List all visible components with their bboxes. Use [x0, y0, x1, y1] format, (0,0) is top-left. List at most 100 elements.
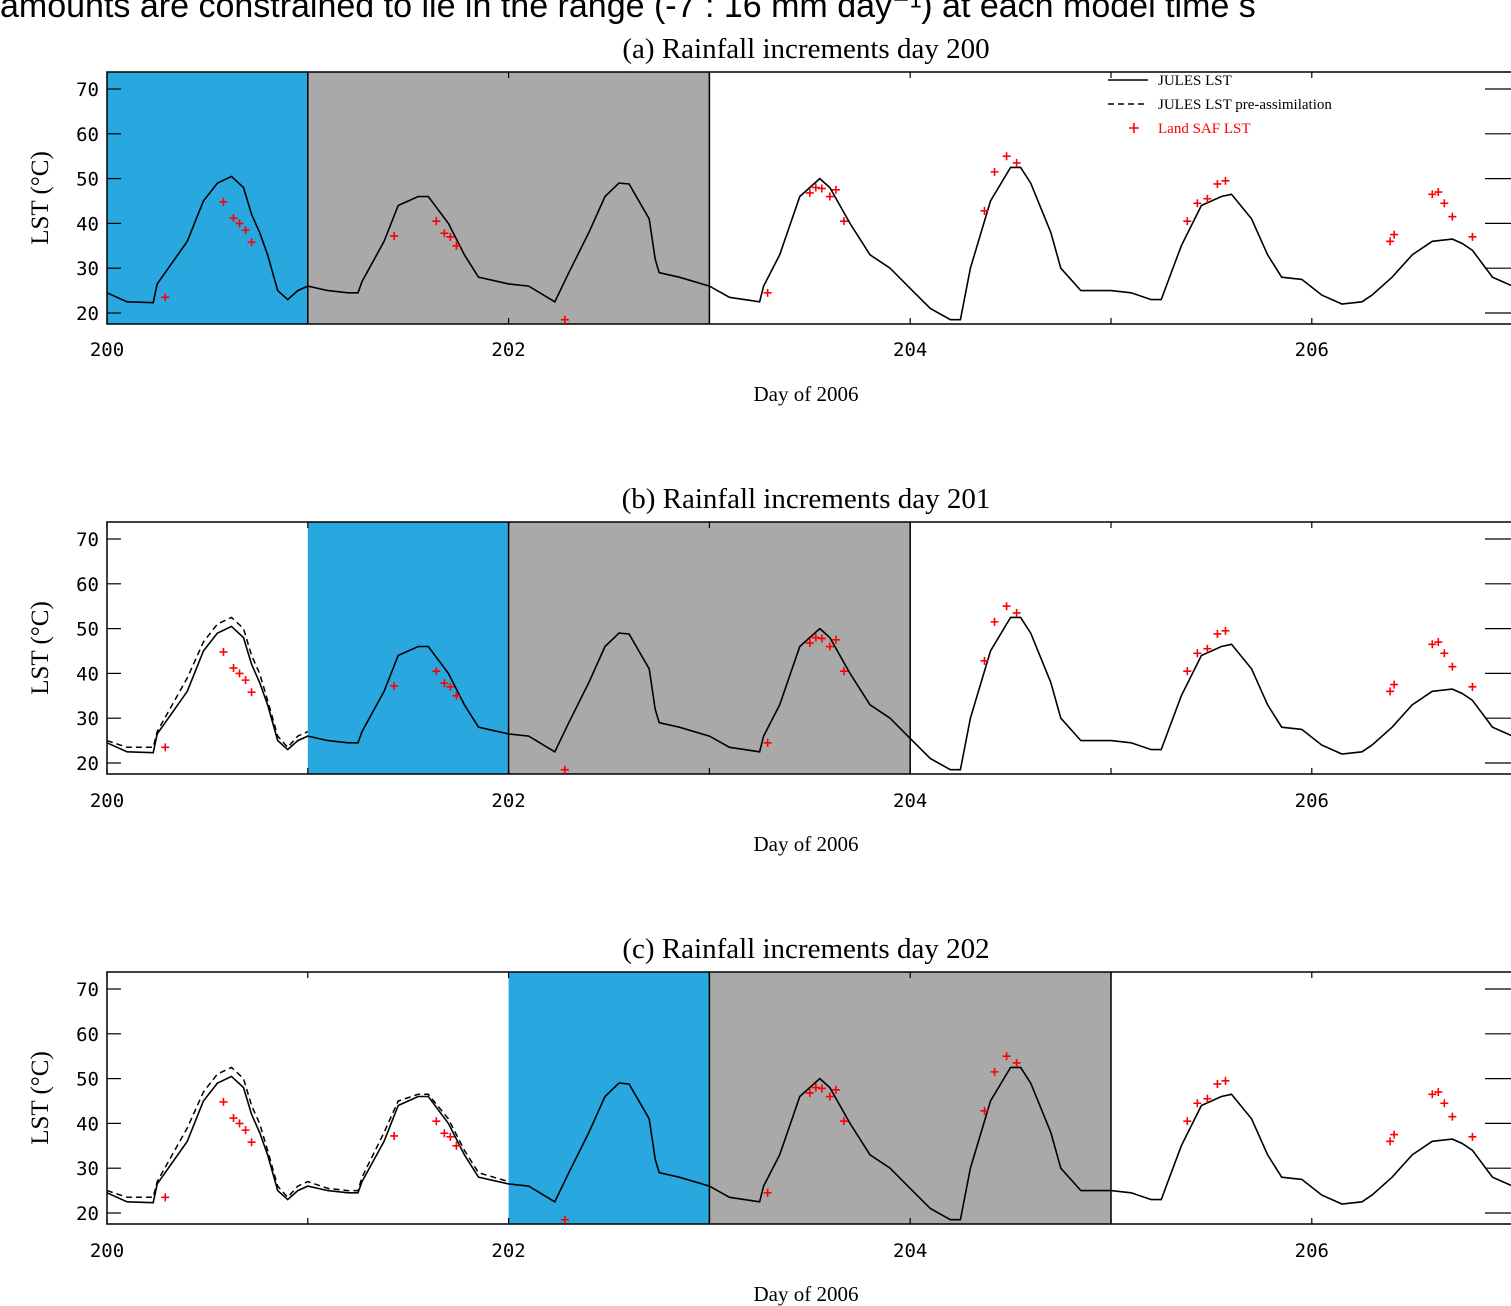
land-saf-point — [1448, 212, 1457, 221]
land-saf-point — [1428, 190, 1437, 199]
y-tick-label: 70 — [76, 79, 99, 101]
land-saf-point — [432, 667, 441, 676]
land-saf-point — [446, 232, 455, 241]
x-tick-label: 202 — [491, 1240, 525, 1262]
series-jules-lst — [107, 166, 1511, 321]
land-saf-point — [452, 691, 461, 700]
land-saf-point — [1448, 662, 1457, 671]
land-saf-point — [1468, 1132, 1477, 1141]
land-saf-point — [1440, 649, 1449, 658]
legend-label: JULES LST pre-assimilation — [1158, 97, 1332, 113]
land-saf-point — [1012, 1058, 1021, 1067]
land-saf-point — [1468, 682, 1477, 691]
increment-window — [107, 72, 308, 324]
series-jules-lst — [107, 616, 1511, 771]
x-tick-label: 206 — [1295, 1240, 1329, 1262]
x-tick-label: 206 — [1295, 790, 1329, 812]
land-saf-point — [229, 1114, 238, 1123]
response-window — [709, 972, 1111, 1224]
y-tick-label: 20 — [76, 753, 99, 775]
y-tick-label: 30 — [76, 708, 99, 730]
land-saf-point — [1390, 680, 1399, 689]
land-saf-point — [1213, 629, 1222, 638]
land-saf-point — [1390, 1130, 1399, 1139]
land-saf-point — [1002, 152, 1011, 161]
land-saf-point — [161, 1193, 170, 1202]
chart-panel-b: 20 30 40 50 60 70 200 202 204 206 (b) Rainfall inc… — [27, 483, 1511, 856]
land-saf-point — [1448, 1112, 1457, 1121]
plot-frame — [106, 521, 1511, 775]
legend: JULES LST JULES LST pre-assimilation Land … — [1108, 73, 1332, 137]
y-tick-label: 60 — [76, 1024, 99, 1046]
land-saf-point — [1193, 1099, 1202, 1108]
series-jules-lst-pre-assimilation — [106, 616, 309, 749]
y-tick-label: 50 — [76, 1069, 99, 1091]
land-saf-point — [1428, 1090, 1437, 1099]
y-tick-label: 30 — [76, 258, 99, 280]
land-saf-point — [825, 642, 834, 651]
x-axis-label: Day of 2006 — [754, 382, 859, 406]
land-saf-point — [825, 192, 834, 201]
x-tick-label: 204 — [893, 790, 927, 812]
land-saf-point — [1183, 667, 1192, 676]
land-saf-point — [1012, 608, 1021, 617]
land-saf-point — [440, 679, 449, 688]
y-tick-label: 20 — [76, 303, 99, 325]
land-saf-point — [446, 1132, 455, 1141]
land-saf-point — [839, 1117, 848, 1126]
y-tick-label: 40 — [76, 663, 99, 685]
x-tick-label: 200 — [90, 1240, 124, 1262]
land-saf-point — [1386, 687, 1395, 696]
x-tick-label: 204 — [893, 1240, 927, 1262]
land-saf-point — [161, 293, 170, 302]
y-tick-label: 20 — [76, 1203, 99, 1225]
land-saf-point — [763, 1188, 772, 1197]
land-saf-point — [980, 206, 989, 215]
x-tick-label: 200 — [90, 790, 124, 812]
land-saf-point — [805, 1088, 814, 1097]
y-tick-label: 60 — [76, 124, 99, 146]
land-saf-point — [452, 1141, 461, 1150]
land-saf-point — [390, 231, 399, 240]
land-saf-point — [247, 1138, 256, 1147]
land-saf-point — [817, 1084, 826, 1093]
land-saf-point — [990, 167, 999, 176]
land-saf-point — [247, 238, 256, 247]
land-saf-point — [247, 688, 256, 697]
land-saf-point — [805, 638, 814, 647]
land-saf-point — [817, 184, 826, 193]
x-tick-label: 202 — [491, 790, 525, 812]
y-axis-label: LST (°C) — [27, 151, 54, 245]
y-tick-label: 70 — [76, 979, 99, 1001]
land-saf-point — [1193, 199, 1202, 208]
land-saf-point — [839, 667, 848, 676]
land-saf-point — [1213, 1079, 1222, 1088]
land-saf-point — [1203, 1094, 1212, 1103]
land-saf-point — [1221, 626, 1230, 635]
legend-label: Land SAF LST — [1158, 121, 1251, 137]
land-saf-point — [1012, 158, 1021, 167]
land-saf-point — [1434, 1088, 1443, 1097]
y-tick-label: 30 — [76, 1158, 99, 1180]
land-saf-point — [440, 1129, 449, 1138]
x-axis-label: Day of 2006 — [754, 832, 859, 856]
land-saf-point — [1434, 188, 1443, 197]
increment-window — [307, 522, 509, 774]
land-saf-point — [980, 1106, 989, 1115]
land-saf-point — [817, 634, 826, 643]
chart-panel-a: 20 30 40 50 60 70 200 202 204 206 (a) Rainfall inc… — [27, 33, 1511, 406]
y-axis-label: LST (°C) — [27, 1051, 54, 1145]
land-saf-point — [805, 188, 814, 197]
land-saf-point — [432, 217, 441, 226]
land-saf-point — [241, 1126, 250, 1135]
land-saf-point — [1203, 644, 1212, 653]
land-saf-point — [390, 1131, 399, 1140]
land-saf-point — [560, 765, 569, 774]
land-saf-point — [452, 241, 461, 250]
y-tick-label: 60 — [76, 574, 99, 596]
land-saf-point — [1183, 1117, 1192, 1126]
land-saf-point — [1002, 602, 1011, 611]
land-saf-point — [229, 664, 238, 673]
land-saf-point — [1386, 1137, 1395, 1146]
land-saf-point — [839, 217, 848, 226]
